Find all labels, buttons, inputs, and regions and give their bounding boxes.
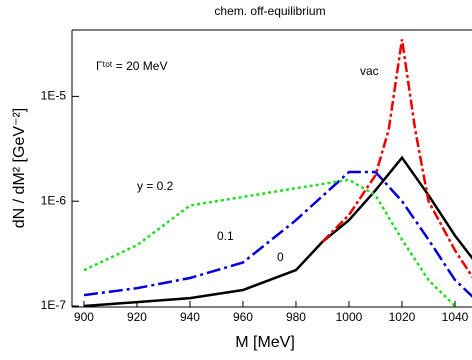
x-tick-label: 900 bbox=[74, 310, 94, 324]
series-label: 0.1 bbox=[217, 229, 234, 243]
plot-area bbox=[83, 39, 472, 307]
x-tick-label: 1000 bbox=[336, 310, 363, 324]
y-axis-label: dN / dM² [GeV⁻²] bbox=[11, 108, 28, 228]
series-line bbox=[83, 155, 472, 307]
x-tick-label: 960 bbox=[233, 310, 253, 324]
x-tick-label: 980 bbox=[286, 310, 306, 324]
x-tick-label: 940 bbox=[180, 310, 200, 324]
y-tick-label: 1E-7 bbox=[41, 298, 67, 312]
series-line bbox=[321, 39, 472, 279]
x-axis-label: M [MeV] bbox=[235, 334, 295, 351]
series-line bbox=[83, 178, 456, 307]
x-tick-label: 1020 bbox=[389, 310, 416, 324]
x-tick-label: 1040 bbox=[442, 310, 469, 324]
series-label: vac bbox=[360, 64, 379, 78]
series-line bbox=[83, 170, 472, 298]
x-tick-label: 920 bbox=[127, 310, 147, 324]
y-tick-label: 1E-5 bbox=[41, 89, 67, 103]
y-tick-label: 1E-6 bbox=[41, 193, 67, 207]
chart-title: chem. off-equilibrium bbox=[214, 4, 325, 18]
series-label: 0 bbox=[277, 250, 284, 264]
series-label: y = 0.2 bbox=[137, 179, 174, 193]
annotation: Γᵗᵒᵗ = 20 MeV bbox=[96, 59, 167, 73]
